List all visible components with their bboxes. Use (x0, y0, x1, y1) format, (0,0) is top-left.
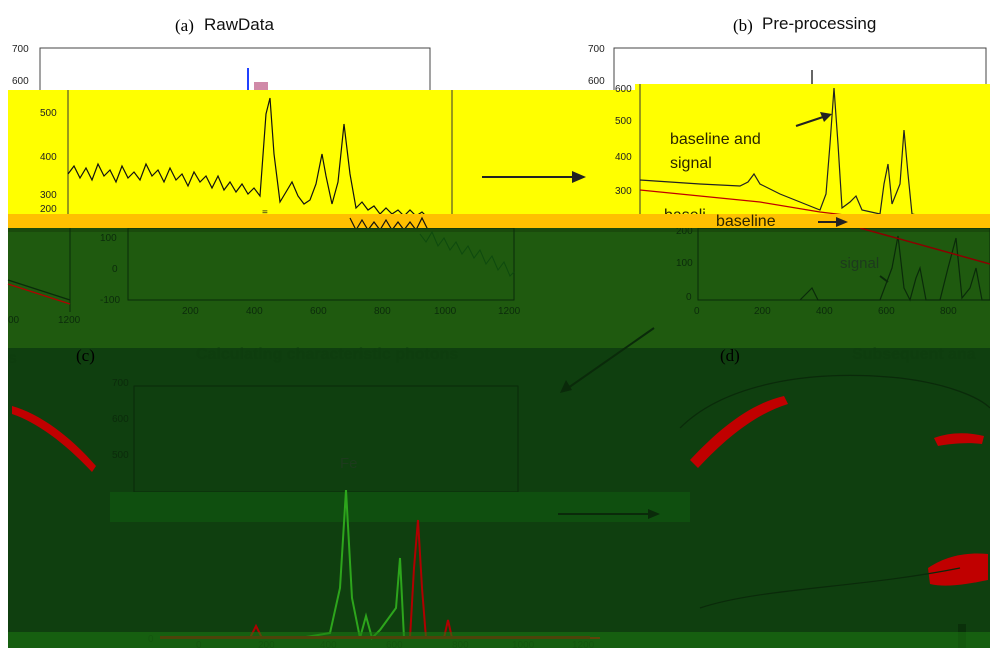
raw-y-200: 200 (40, 204, 57, 215)
d-red-blob-2 (928, 553, 988, 586)
d-red-blob-1 (934, 433, 984, 446)
panel-a-label: (a) (175, 16, 194, 35)
pre-signal-line (799, 235, 990, 302)
left-x-00: 00 (8, 315, 20, 326)
panel-d-title: Subsequent ana (852, 346, 976, 363)
raw-top-y-700: 700 (12, 44, 29, 55)
anno-baseline-front: baseline (716, 213, 776, 230)
pre-x-600: 600 (878, 306, 895, 317)
panel-d-label: (d) (720, 346, 740, 365)
anno-baseline-and: baseline and (670, 131, 761, 148)
raw-y-500: 500 (40, 108, 57, 119)
green-y-minus100: -100 (100, 295, 120, 306)
pre-x-200: 200 (754, 306, 771, 317)
green-region: 00 1200 100 0 -100 200 400 600 800 1000 … (7, 228, 990, 648)
green-x-400: 400 (246, 306, 263, 317)
pre-top-y-700: 700 (588, 44, 605, 55)
pre-top-y-600: 600 (588, 76, 605, 87)
c-y-700: 700 (112, 378, 129, 389)
pre-baseline-signal-line (639, 87, 931, 218)
anno-fe: Fe (340, 455, 358, 472)
pre-y-600: 600 (615, 84, 632, 95)
pre-x-800: 800 (940, 306, 957, 317)
raw-spectrum-line (67, 97, 429, 218)
green-x-200: 200 (182, 306, 199, 317)
d-red-arc (690, 396, 788, 468)
anno-signal-2: signal (840, 255, 879, 272)
left-x-1200: 1200 (58, 315, 81, 326)
raw-data-top-axes: 700 600 700 600 (12, 44, 987, 92)
raw-top-y-600: 600 (12, 76, 29, 87)
residual-noise-line (419, 230, 515, 277)
pre-y-200: 200 (676, 228, 693, 237)
panel-b-title: Pre-processing (762, 14, 877, 33)
svg-text:≡: ≡ (262, 208, 268, 218)
green-x-800: 800 (374, 306, 391, 317)
panel-a-title: RawData (204, 15, 274, 34)
panel-c-title: Calculating characteristic photons (196, 346, 459, 363)
pre-x-0: 0 (694, 306, 700, 317)
c-y-600: 600 (112, 414, 129, 425)
yellow-band: 500 400 300 200 ≡ 600 500 400 300 baseli… (8, 84, 990, 218)
anno-signal-1: signal (670, 155, 712, 172)
left-red-streak (12, 406, 96, 472)
green-y-0: 0 (112, 264, 118, 275)
anno-baseline-back: baseli (664, 207, 706, 218)
pre-y-100: 100 (676, 258, 693, 269)
pre-y-0: 0 (686, 292, 692, 303)
pre-y-300: 300 (615, 186, 632, 197)
orange-strip: baseline (8, 213, 990, 232)
green-x-600: 600 (310, 306, 327, 317)
panel-c-label: (c) (76, 346, 95, 365)
pre-y-500: 500 (615, 116, 632, 127)
green-x-1200: 1200 (498, 306, 521, 317)
d-outline (679, 374, 990, 429)
raw-y-300: 300 (40, 190, 57, 201)
pre-x-400: 400 (816, 306, 833, 317)
raw-y-400: 400 (40, 152, 57, 163)
pre-y-400: 400 (615, 152, 632, 163)
c-y-500: 500 (112, 450, 129, 461)
green-y-100: 100 (100, 233, 117, 244)
green-x-1000: 1000 (434, 306, 457, 317)
panel-b-label: (b) (733, 16, 753, 35)
left-edge-glyph: s (8, 350, 17, 367)
